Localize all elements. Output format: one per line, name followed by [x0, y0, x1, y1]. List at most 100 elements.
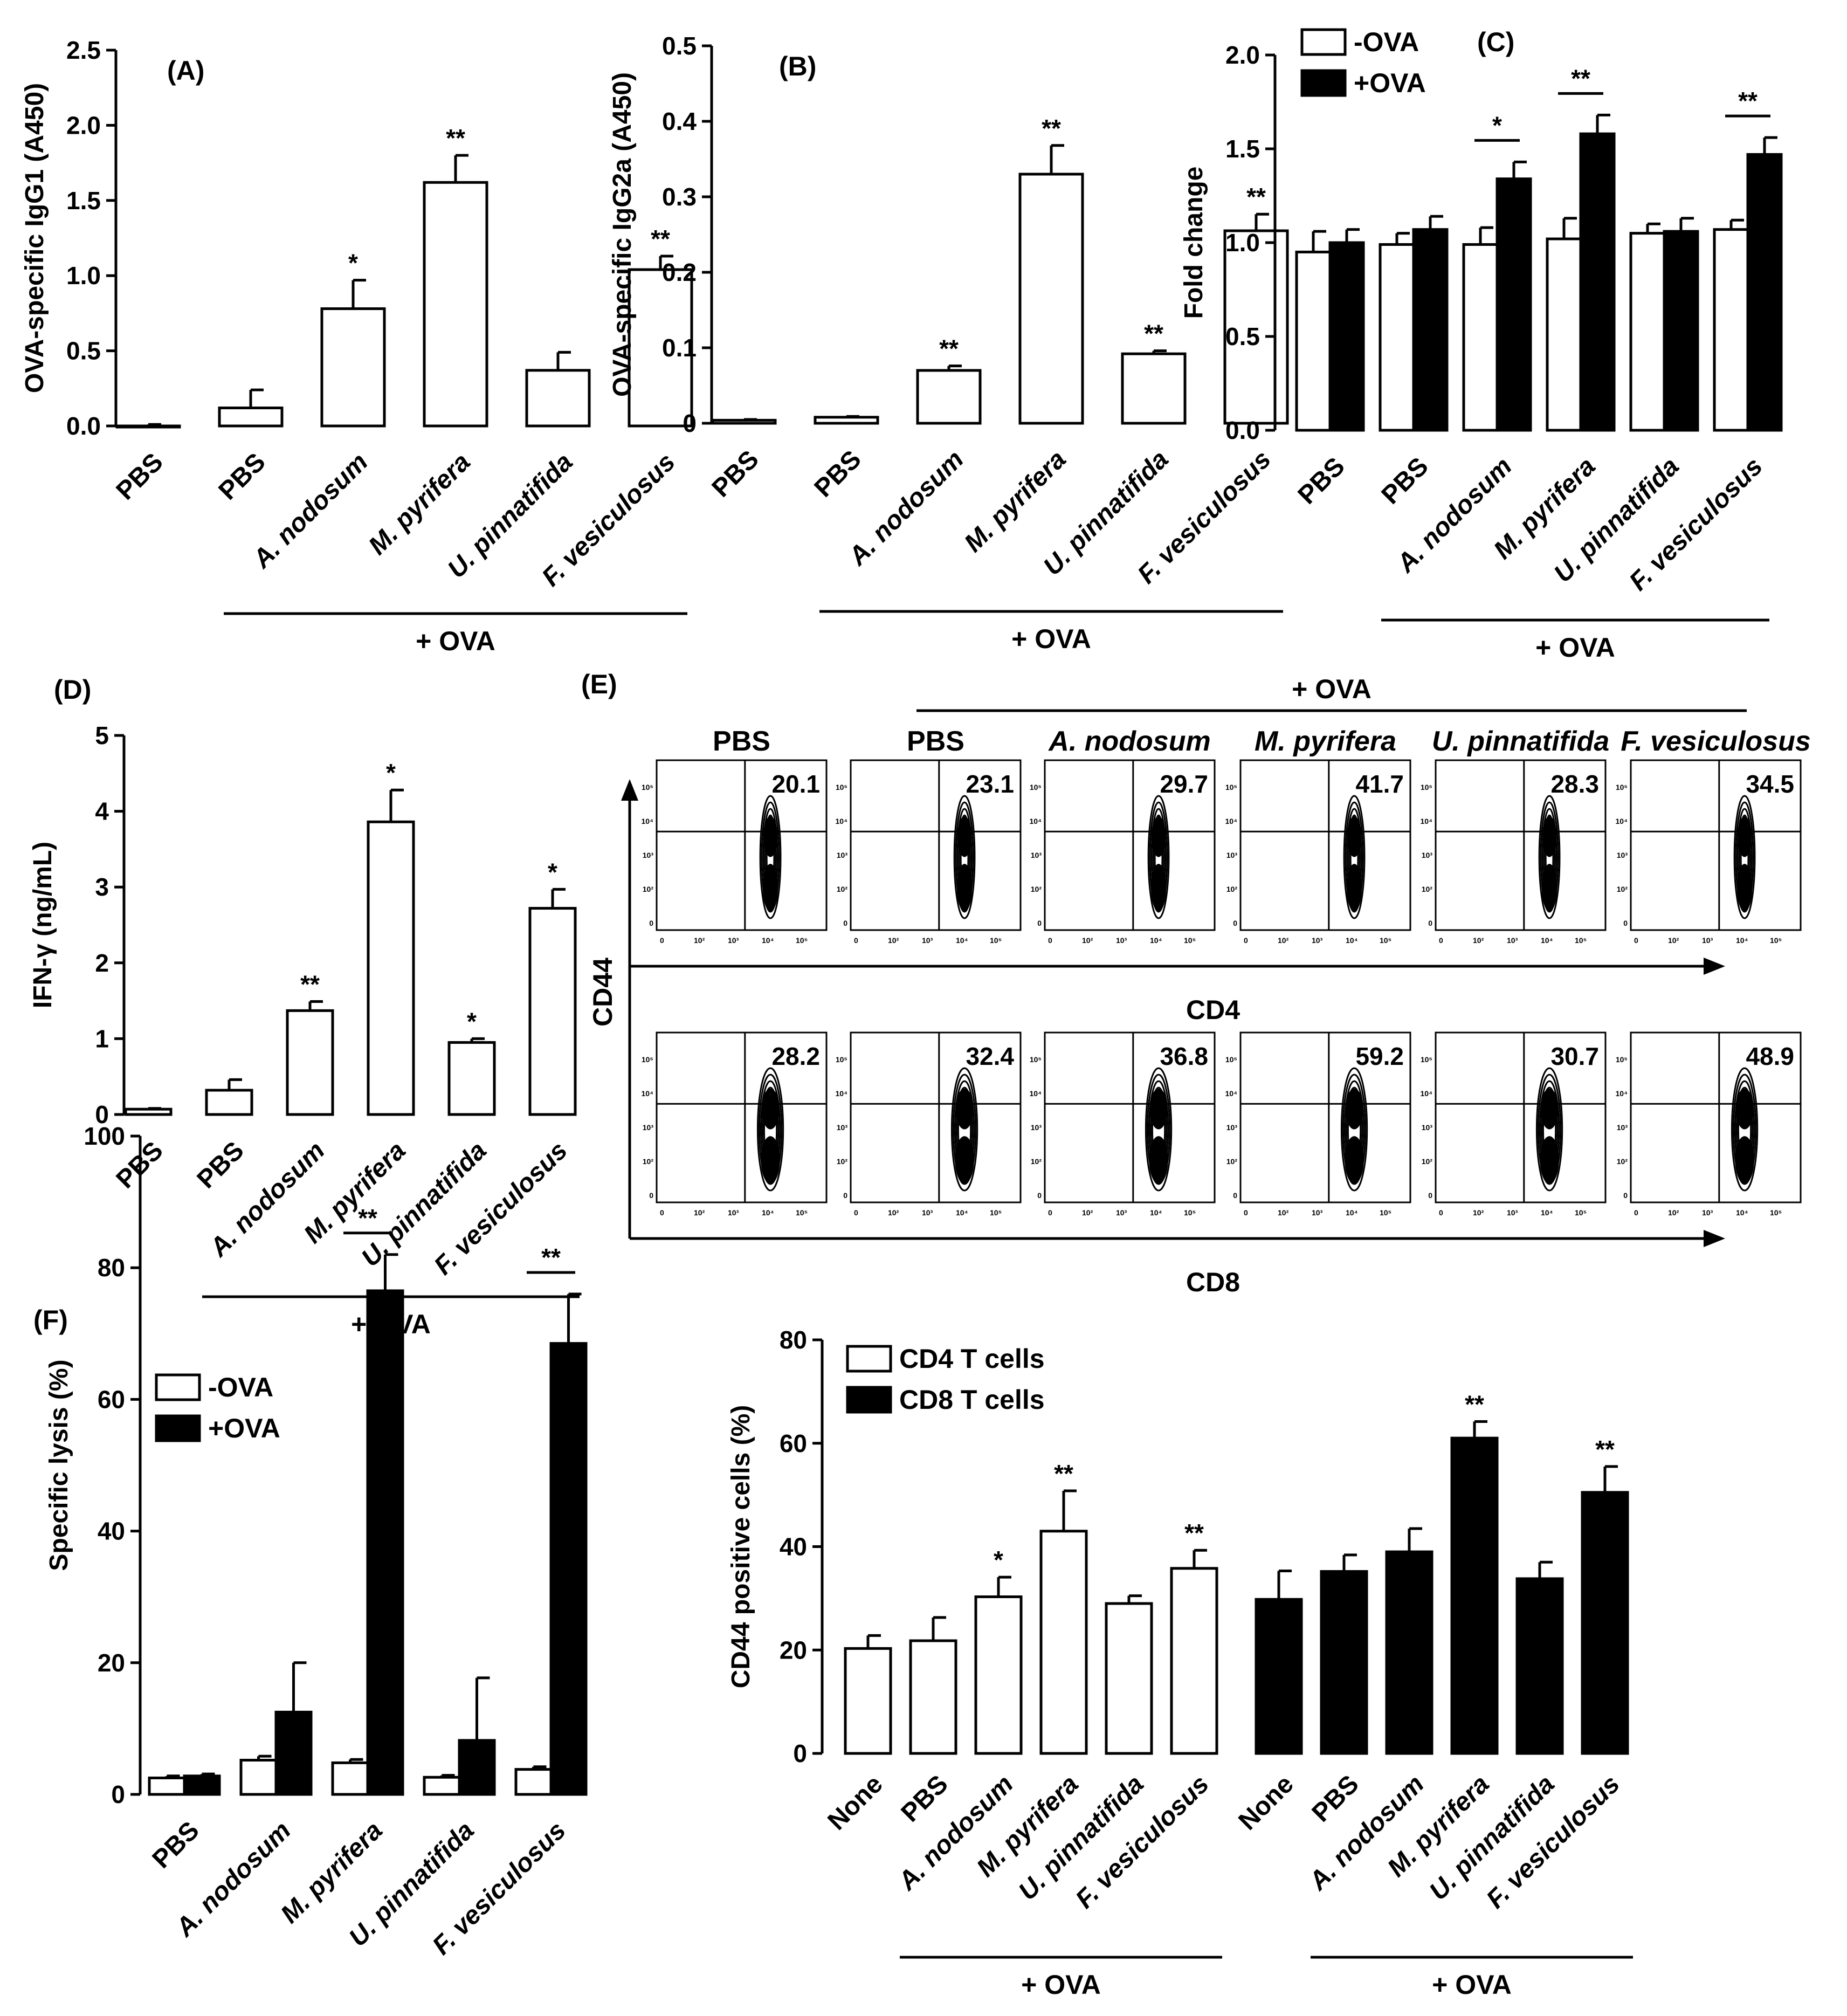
y-tick-label: 20 [780, 1636, 807, 1664]
x-tick-label: 10³ [1507, 936, 1518, 945]
y-tick-label: 0 [683, 409, 697, 437]
x-tick-label: 0 [1048, 936, 1052, 945]
y-tick-label: 80 [780, 1326, 807, 1354]
y-axis-label: IFN-γ (ng/mL) [29, 842, 57, 1008]
y-axis-label: CD44 [588, 958, 618, 1027]
significance-marker: * [548, 858, 557, 886]
x-tick-label: 10² [1668, 936, 1679, 945]
x-category-label: None [822, 1770, 888, 1835]
significance-marker: ** [300, 971, 320, 999]
bar-minus-ova [239, 1759, 278, 1796]
bar-plus-ova [1412, 228, 1449, 432]
x-category-label: PBS [707, 445, 764, 503]
y-tick-label: 1 [95, 1024, 109, 1052]
flow-plot-frame [656, 759, 828, 931]
y-tick-label: 10⁴ [642, 817, 654, 825]
x-tick-label: 10⁴ [1150, 1208, 1162, 1217]
legend-label: +OVA [208, 1413, 280, 1443]
y-tick-label: 0.4 [662, 107, 697, 135]
contour-core [1541, 864, 1557, 912]
flow-plot-frame [1435, 759, 1607, 931]
x-tick-label: 0 [854, 1208, 858, 1217]
x-tick-label: 10⁵ [796, 936, 808, 945]
bar [320, 307, 386, 428]
x-category-label: PBS [192, 1136, 250, 1194]
bar-plus-ova [274, 1710, 313, 1796]
contour-core [1149, 1088, 1168, 1130]
significance-marker: ** [939, 335, 959, 363]
x-tick-label: 10⁵ [990, 1208, 1002, 1217]
y-axis-label: OVA-specific IgG2a (A450) [608, 72, 637, 397]
x-tick-label: 10² [694, 1208, 705, 1217]
x-category-label: PBS [896, 1770, 954, 1827]
significance-marker: ** [1184, 1519, 1204, 1547]
y-axis-arrowhead [621, 779, 638, 801]
legend-swatch [846, 1386, 892, 1414]
x-tick-label: 10² [1082, 936, 1093, 945]
x-tick-label: 10⁴ [956, 936, 968, 945]
significance-marker: ** [1144, 320, 1163, 348]
significance-marker: ** [1738, 87, 1758, 115]
x-category-label: M. pyrifera [363, 448, 476, 560]
x-tick-label: 10³ [1507, 1208, 1518, 1217]
y-tick-label: 5 [95, 721, 109, 749]
contour-ring [1540, 801, 1559, 913]
panel-label: (F) [33, 1305, 68, 1335]
x-tick-label: 10⁴ [1541, 936, 1553, 945]
y-tick-label: 2.0 [1225, 41, 1260, 69]
bar-cd8 [1255, 1598, 1303, 1755]
y-tick-label: 10⁵ [1030, 783, 1042, 792]
gate-percentage: 23.1 [966, 770, 1014, 798]
bar-plus-ova [366, 1289, 404, 1796]
flow-plot-frame [1239, 759, 1411, 931]
x-tick-label: 10³ [1702, 1208, 1713, 1217]
y-tick-label: 0 [793, 1739, 807, 1767]
flow-plot-frame [1630, 1031, 1802, 1203]
column-label: M. pyrifera [1255, 726, 1396, 757]
y-tick-label: 10⁴ [836, 1089, 848, 1098]
y-tick-label: 0 [1037, 919, 1042, 927]
bar [423, 181, 488, 428]
contour-ring [1340, 1067, 1368, 1192]
significance-marker: ** [541, 1243, 561, 1271]
x-axis-label: CD8 [1186, 1267, 1240, 1297]
y-tick-label: 80 [98, 1254, 125, 1282]
group-label: + OVA [1432, 1970, 1512, 2000]
y-tick-label: 10⁵ [836, 1055, 847, 1064]
x-tick-label: 10⁴ [1541, 1208, 1553, 1217]
x-tick-label: 10⁵ [1380, 936, 1391, 945]
bar-plus-ova [549, 1342, 588, 1796]
contour-core [1735, 1088, 1754, 1130]
x-category-label: PBS [111, 448, 169, 505]
x-tick-label: 10⁵ [1770, 936, 1782, 945]
x-category-label: PBS [809, 445, 867, 503]
panel-label: (A) [167, 56, 204, 86]
y-tick-label: 4 [95, 797, 109, 825]
y-tick-label: 0.3 [662, 183, 697, 211]
bar [218, 407, 284, 428]
y-tick-label: 2.0 [66, 111, 101, 139]
bar-cd4 [909, 1639, 957, 1755]
column-label: PBS [907, 726, 964, 757]
x-tick-label: 10⁴ [1346, 936, 1358, 945]
x-category-label: A. nodosum [893, 1770, 1019, 1896]
contour-core [1736, 864, 1753, 912]
contour-ring [1538, 795, 1561, 919]
y-tick-label: 1.0 [1225, 229, 1260, 257]
y-tick-label: 10⁵ [1616, 783, 1628, 792]
y-tick-label: 10³ [1617, 1123, 1628, 1132]
x-tick-label: 0 [660, 1208, 664, 1217]
x-category-label: PBS [147, 1816, 205, 1874]
y-tick-label: 10² [1617, 1157, 1628, 1166]
x-tick-label: 10² [1082, 1208, 1093, 1217]
x-category-label: PBS [1376, 452, 1434, 510]
bar-minus-ova [1629, 232, 1666, 432]
significance-marker: ** [1571, 64, 1590, 92]
contour-ring [1733, 795, 1756, 919]
contour-ring [1537, 1074, 1562, 1185]
contour-ring [758, 1074, 783, 1185]
y-tick-label: 10² [1226, 1157, 1238, 1166]
group-label: + OVA [1021, 1970, 1101, 2000]
significance-marker: * [348, 249, 358, 277]
column-label: U. pinnatifida [1432, 726, 1609, 757]
